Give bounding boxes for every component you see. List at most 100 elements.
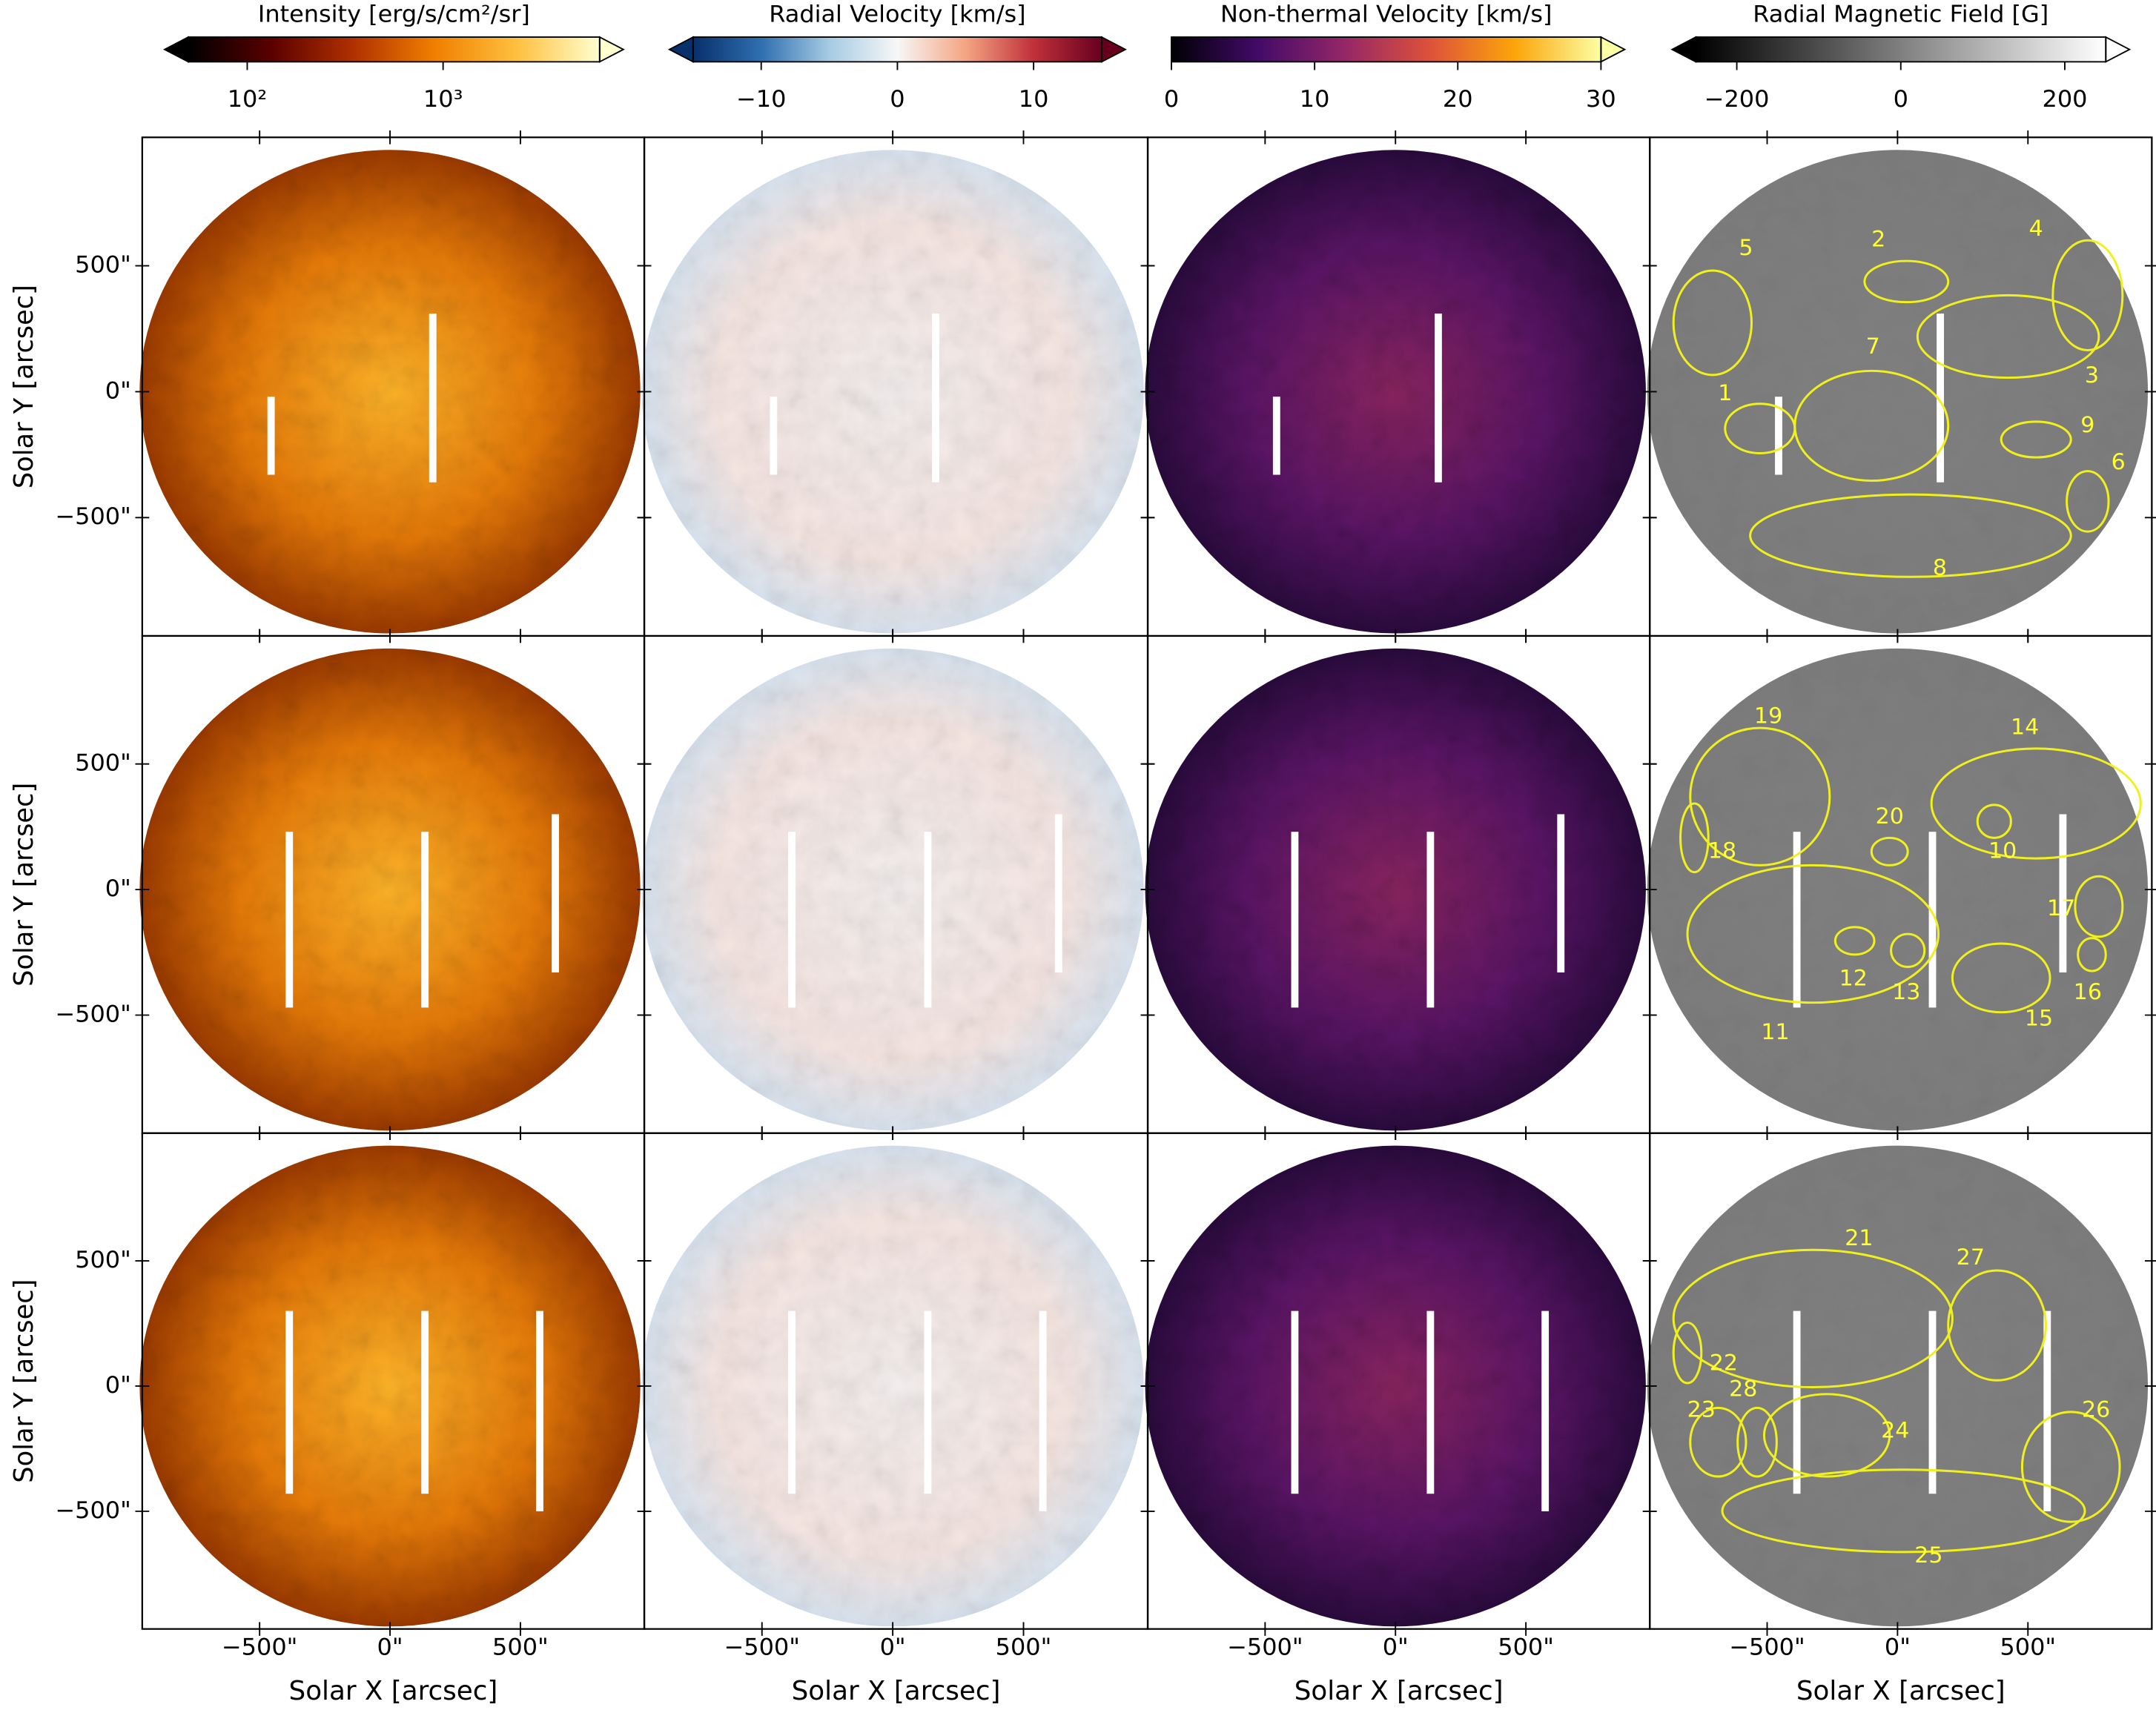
colorbar-tick-label: −10 [736, 86, 786, 113]
data-gap [421, 832, 429, 1008]
colorbar-tick-label: 20 [1443, 86, 1473, 113]
disk-texture [139, 1145, 641, 1627]
data-gap [285, 832, 294, 1008]
x-tick-label: −500" [1227, 1634, 1303, 1661]
region-label: 15 [2025, 1006, 2053, 1032]
region-contour [1686, 864, 1940, 1004]
y-tick-label: 500" [75, 1247, 131, 1273]
data-gap [1928, 832, 1937, 1008]
region-label: 26 [2082, 1397, 2110, 1423]
data-gap [1426, 1310, 1435, 1494]
region-label: 16 [2074, 979, 2102, 1005]
region-label: 17 [2047, 895, 2075, 921]
disk-texture [1145, 150, 1646, 634]
data-gap [924, 832, 932, 1008]
region-contour [1762, 1393, 1891, 1478]
region-label: 25 [1914, 1542, 1942, 1568]
y-axis-label: Solar Y [arcsec] [9, 285, 39, 488]
colorbar [1696, 37, 2106, 62]
region-contour [1721, 1468, 2086, 1554]
region-contour [1870, 836, 1909, 866]
region-label: 6 [2112, 449, 2126, 475]
colorbar-label: Non-thermal Velocity [km/s] [1220, 1, 1552, 28]
colorbar-extend-min [162, 36, 189, 63]
data-gap [1054, 814, 1062, 972]
data-gap [1557, 814, 1565, 972]
disk-texture [1647, 648, 2149, 1131]
region-label: 12 [1839, 966, 1868, 992]
disk-texture [1647, 1145, 2149, 1627]
region-label: 3 [2085, 362, 2099, 388]
x-tick-label: 500" [1498, 1634, 1554, 1661]
data-gap [552, 814, 559, 972]
colorbar-extend-min [1670, 36, 1697, 63]
colorbar-extend-min [667, 36, 694, 63]
y-tick-label: 0" [105, 378, 131, 405]
x-tick-label: −500" [1729, 1634, 1805, 1661]
region-label: 14 [2011, 715, 2039, 740]
colorbar-label: Intensity [erg/s/cm²/sr] [258, 1, 530, 28]
region-label: 4 [2029, 216, 2043, 242]
disk-texture [641, 648, 1144, 1131]
x-axis-label: Solar X [arcsec] [289, 1676, 498, 1706]
region-contour [1863, 259, 1950, 304]
colorbar [692, 37, 1102, 62]
data-gap [1937, 314, 1944, 483]
colorbar-frame [187, 36, 601, 63]
data-gap [924, 1310, 932, 1494]
disk-texture [1145, 1145, 1646, 1627]
colorbar-tick-label: 0 [1164, 86, 1179, 113]
region-contour [2074, 875, 2124, 938]
region-contour [2020, 1411, 2121, 1523]
data-gap [770, 397, 778, 475]
y-axis-label: Solar Y [arcsec] [9, 783, 39, 987]
data-gap [1793, 1310, 1801, 1494]
x-tick-label: 500" [492, 1634, 549, 1661]
region-contour [2077, 937, 2107, 972]
data-gap [1426, 832, 1435, 1008]
region-label: 22 [1710, 1351, 1738, 1376]
data-gap [429, 314, 437, 483]
data-gap [1291, 1310, 1299, 1494]
region-contour [1947, 1269, 2047, 1382]
data-gap [788, 832, 796, 1008]
disk-texture [139, 150, 641, 634]
colorbar [188, 37, 600, 62]
region-contour [1689, 726, 1831, 866]
y-axis-label: Solar Y [arcsec] [9, 1279, 39, 1483]
region-contour [1679, 802, 1710, 874]
region-label: 28 [1729, 1376, 1757, 1402]
data-gap [1434, 314, 1442, 483]
region-label: 13 [1892, 979, 1920, 1005]
region-label: 9 [2080, 412, 2094, 438]
data-gap [285, 1310, 294, 1494]
colorbar-extend-max [2105, 36, 2132, 63]
region-contour [1833, 926, 1876, 956]
region-label: 8 [1933, 555, 1947, 581]
region-contour [2066, 470, 2110, 533]
colorbar-tick-label: 10 [1019, 86, 1049, 113]
x-axis-label: Solar X [arcsec] [792, 1676, 1001, 1706]
region-contour [1672, 269, 1753, 377]
x-tick-label: 0" [1383, 1634, 1409, 1661]
disk-texture [1647, 150, 2149, 634]
colorbar-extend-max [598, 36, 625, 63]
region-label: 27 [1957, 1245, 1985, 1270]
region-contour [1976, 803, 2012, 839]
data-gap [536, 1310, 543, 1511]
region-label: 20 [1876, 803, 1904, 829]
data-gap [788, 1310, 796, 1494]
data-gap [932, 314, 939, 483]
y-tick-label: 500" [75, 750, 131, 777]
y-tick-label: 0" [105, 875, 131, 902]
region-contour [2000, 420, 2072, 459]
region-label: 23 [1687, 1397, 1716, 1423]
data-gap [1291, 832, 1299, 1008]
region-contour [1916, 294, 2100, 380]
region-label: 21 [1845, 1225, 1873, 1251]
colorbar-tick-label: 30 [1586, 86, 1616, 113]
data-gap [421, 1310, 429, 1494]
x-tick-label: 0" [880, 1634, 906, 1661]
y-tick-label: −500" [55, 1497, 130, 1524]
